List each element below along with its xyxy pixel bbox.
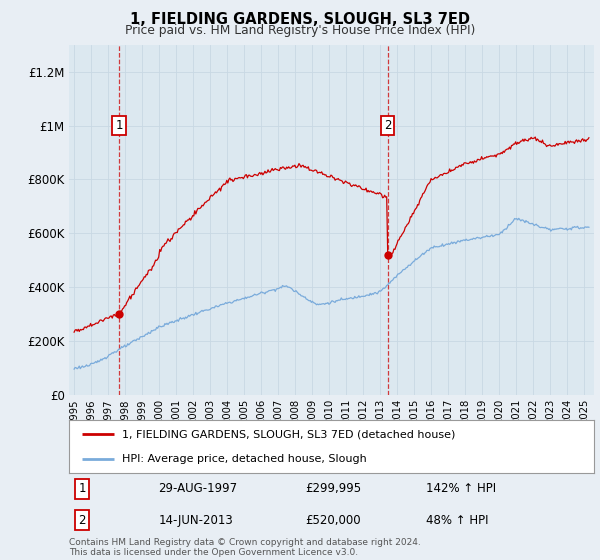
Text: Price paid vs. HM Land Registry's House Price Index (HPI): Price paid vs. HM Land Registry's House … (125, 24, 475, 36)
Text: £520,000: £520,000 (305, 514, 361, 526)
Text: 1, FIELDING GARDENS, SLOUGH, SL3 7ED (detached house): 1, FIELDING GARDENS, SLOUGH, SL3 7ED (de… (121, 430, 455, 440)
Text: 1: 1 (79, 482, 86, 496)
Text: 48% ↑ HPI: 48% ↑ HPI (426, 514, 488, 526)
Text: 1: 1 (115, 119, 123, 132)
Text: £299,995: £299,995 (305, 482, 361, 496)
Text: Contains HM Land Registry data © Crown copyright and database right 2024.
This d: Contains HM Land Registry data © Crown c… (69, 538, 421, 557)
Text: 14-JUN-2013: 14-JUN-2013 (158, 514, 233, 526)
Text: 2: 2 (384, 119, 391, 132)
Text: 2: 2 (79, 514, 86, 526)
Text: HPI: Average price, detached house, Slough: HPI: Average price, detached house, Slou… (121, 454, 366, 464)
Text: 142% ↑ HPI: 142% ↑ HPI (426, 482, 496, 496)
Text: 1, FIELDING GARDENS, SLOUGH, SL3 7ED: 1, FIELDING GARDENS, SLOUGH, SL3 7ED (130, 12, 470, 27)
Text: 29-AUG-1997: 29-AUG-1997 (158, 482, 238, 496)
